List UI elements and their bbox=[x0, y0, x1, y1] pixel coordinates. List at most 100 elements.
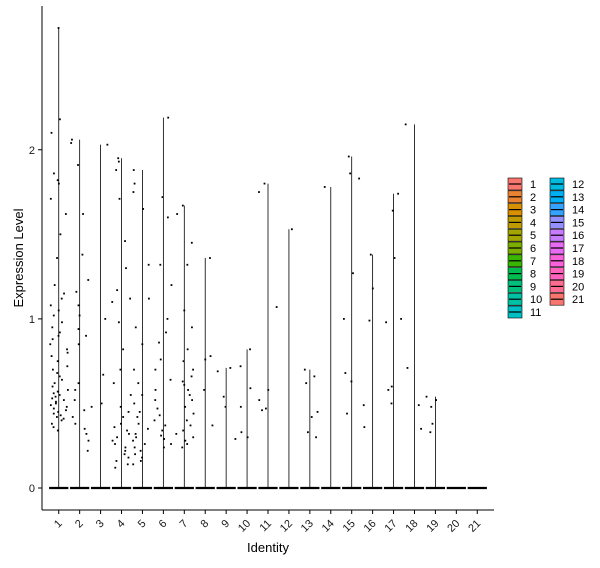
data-point bbox=[154, 389, 157, 391]
data-point bbox=[87, 279, 90, 281]
x-tick-label: 14 bbox=[320, 518, 337, 535]
data-point bbox=[425, 395, 428, 398]
data-point bbox=[181, 380, 184, 383]
data-point bbox=[181, 446, 184, 449]
data-point bbox=[65, 409, 67, 412]
data-point bbox=[81, 253, 84, 256]
data-point bbox=[53, 284, 56, 286]
data-point bbox=[363, 426, 366, 429]
data-point bbox=[316, 411, 319, 413]
data-point bbox=[49, 197, 52, 200]
legend-label: 12 bbox=[572, 179, 584, 191]
data-point bbox=[117, 157, 120, 160]
data-point bbox=[51, 326, 54, 329]
x-tick-label: 2 bbox=[73, 518, 86, 531]
data-point bbox=[265, 407, 267, 410]
data-point bbox=[315, 436, 317, 439]
data-point bbox=[62, 399, 65, 401]
data-point bbox=[390, 385, 393, 388]
data-point bbox=[186, 263, 189, 266]
data-point bbox=[137, 382, 140, 385]
data-point bbox=[147, 263, 150, 266]
data-point bbox=[391, 209, 394, 212]
data-point bbox=[139, 460, 142, 462]
y-tick-label: 1 bbox=[29, 314, 35, 326]
legend-label: 19 bbox=[572, 269, 584, 281]
data-point bbox=[83, 427, 86, 430]
data-point bbox=[141, 343, 144, 346]
data-point bbox=[49, 343, 52, 346]
data-point bbox=[141, 456, 143, 459]
data-point bbox=[323, 186, 326, 188]
data-point bbox=[224, 405, 227, 408]
data-point bbox=[190, 375, 193, 378]
data-point bbox=[73, 399, 76, 401]
data-point bbox=[192, 412, 195, 415]
x-tick-label: 18 bbox=[403, 518, 420, 535]
data-point bbox=[163, 438, 166, 440]
data-point bbox=[400, 317, 402, 320]
data-point bbox=[124, 240, 126, 242]
data-point bbox=[170, 284, 173, 286]
data-point bbox=[258, 191, 260, 193]
data-point bbox=[115, 169, 118, 171]
data-point bbox=[71, 138, 73, 141]
data-point bbox=[62, 417, 65, 420]
data-point bbox=[66, 365, 69, 368]
x-tick-label: 17 bbox=[383, 518, 400, 535]
data-point bbox=[169, 378, 172, 381]
x-ticks: 1 2 3 4 5 6 7 8 9 10 11 12 13 14 15 16 17 18 19 20 21 bbox=[52, 510, 483, 535]
data-point bbox=[267, 389, 270, 391]
data-point bbox=[191, 399, 194, 401]
data-point bbox=[114, 443, 116, 445]
legend-label: 3 bbox=[530, 205, 536, 217]
data-point bbox=[111, 301, 114, 303]
data-point bbox=[182, 429, 185, 432]
data-point bbox=[170, 443, 172, 445]
x-tick-label: 6 bbox=[157, 518, 170, 531]
x-tick-label: 4 bbox=[115, 518, 128, 531]
legend-label: 21 bbox=[572, 294, 584, 306]
data-point bbox=[104, 317, 107, 320]
data-point bbox=[58, 394, 61, 396]
data-point bbox=[49, 404, 52, 407]
data-point bbox=[133, 402, 136, 405]
data-point bbox=[158, 414, 161, 417]
data-point bbox=[290, 228, 293, 231]
data-point bbox=[134, 453, 136, 456]
data-point bbox=[55, 400, 57, 403]
data-point bbox=[56, 257, 58, 259]
data-point bbox=[166, 317, 169, 320]
x-tick-label: 3 bbox=[94, 518, 107, 531]
data-point bbox=[186, 348, 189, 351]
data-point bbox=[153, 419, 156, 422]
data-point bbox=[191, 326, 193, 329]
data-point bbox=[127, 456, 130, 459]
data-point bbox=[115, 460, 118, 462]
data-point bbox=[184, 405, 187, 408]
x-tick-label: 20 bbox=[445, 518, 462, 535]
data-point bbox=[192, 436, 195, 439]
data-point bbox=[55, 402, 57, 405]
data-point bbox=[368, 319, 371, 322]
data-point bbox=[139, 449, 142, 452]
data-point bbox=[176, 213, 179, 215]
data-point bbox=[52, 412, 55, 415]
data-point bbox=[112, 382, 115, 385]
data-point bbox=[310, 416, 313, 418]
data-point bbox=[175, 432, 178, 435]
data-point bbox=[166, 216, 169, 219]
data-point bbox=[52, 407, 55, 410]
data-point bbox=[55, 416, 58, 418]
data-point bbox=[57, 309, 60, 312]
data-point bbox=[111, 439, 114, 442]
data-point bbox=[133, 368, 135, 371]
data-point bbox=[275, 306, 278, 308]
data-point bbox=[181, 204, 184, 207]
data-point bbox=[66, 348, 68, 351]
data-point bbox=[147, 427, 149, 430]
data-point bbox=[261, 409, 263, 412]
data-point bbox=[350, 380, 353, 383]
data-point bbox=[239, 365, 242, 368]
data-point bbox=[83, 409, 86, 412]
